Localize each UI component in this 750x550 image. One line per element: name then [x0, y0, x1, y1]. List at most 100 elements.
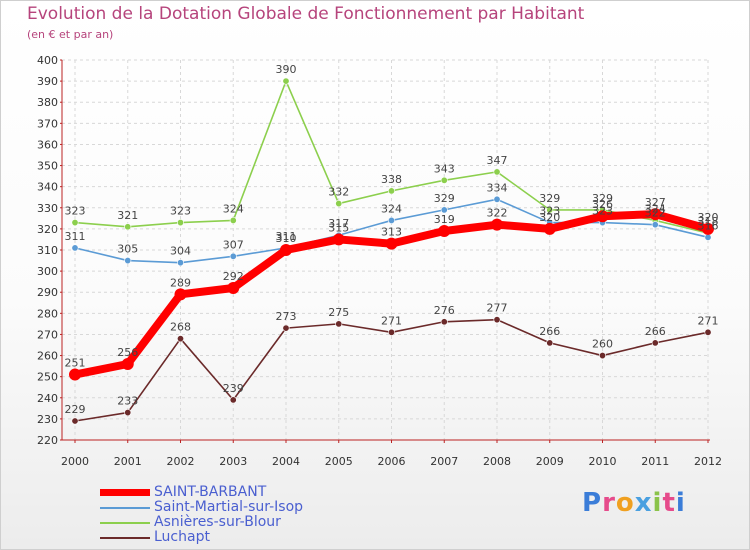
- data-label: 229: [65, 403, 86, 416]
- y-tick-label: 320: [37, 223, 58, 236]
- data-point: [280, 244, 292, 256]
- data-point: [385, 237, 398, 250]
- x-tick-label: 2009: [536, 455, 564, 468]
- logo-letter: P: [582, 488, 603, 518]
- y-tick-label: 330: [37, 202, 58, 215]
- data-point: [229, 216, 237, 224]
- legend-swatch: [100, 537, 150, 539]
- data-point: [440, 176, 448, 184]
- data-label: 316: [698, 219, 719, 232]
- x-tick-label: 2006: [378, 455, 406, 468]
- data-point: [174, 288, 187, 301]
- logo-letter: o: [615, 488, 635, 518]
- data-label: 329: [592, 192, 613, 205]
- x-tick-label: 2001: [114, 455, 142, 468]
- data-label: 317: [328, 217, 349, 230]
- series-layer: [69, 77, 714, 425]
- data-point: [335, 200, 343, 208]
- data-point: [282, 324, 290, 332]
- data-point: [71, 244, 79, 252]
- data-point: [546, 339, 554, 347]
- data-point: [121, 358, 134, 370]
- data-label: 275: [328, 306, 349, 319]
- x-tick-label: 2005: [325, 455, 353, 468]
- data-label: 329: [434, 192, 455, 205]
- data-label: 319: [434, 213, 455, 226]
- data-label: 304: [170, 245, 191, 258]
- data-label: 307: [223, 238, 244, 251]
- data-label: 323: [592, 205, 613, 218]
- x-tick-label: 2002: [167, 455, 195, 468]
- x-tick-label: 2004: [272, 455, 300, 468]
- legend-swatch: [100, 522, 150, 524]
- data-point: [543, 222, 556, 235]
- y-tick-label: 260: [37, 350, 58, 363]
- data-label: 332: [328, 186, 349, 199]
- data-label: 324: [645, 202, 666, 215]
- data-label: 260: [592, 338, 613, 351]
- y-tick-label: 220: [37, 434, 58, 447]
- data-label: 323: [539, 205, 560, 218]
- legend-item-luchapt: Luchapt: [100, 529, 360, 545]
- data-label: 276: [434, 304, 455, 317]
- data-point: [546, 206, 554, 214]
- data-point: [596, 210, 609, 223]
- logo-letter: i: [652, 488, 663, 518]
- data-label: 266: [539, 325, 560, 338]
- data-point: [440, 318, 448, 326]
- data-label: 311: [276, 230, 297, 243]
- data-point: [387, 328, 395, 336]
- data-label: 289: [170, 276, 191, 289]
- data-point: [493, 195, 501, 203]
- data-label: 277: [487, 302, 508, 315]
- data-point: [229, 396, 237, 404]
- data-label: 311: [65, 230, 86, 243]
- data-point: [282, 77, 290, 85]
- axis-layer: 220 230 240 250 260 270 280 290 300 310 320 330 340 3…: [37, 54, 722, 468]
- data-label: 329: [539, 192, 560, 205]
- data-point: [69, 368, 81, 381]
- data-label: 271: [698, 314, 719, 327]
- legend-swatch: [100, 507, 150, 509]
- y-tick-label: 240: [37, 392, 58, 405]
- data-label: 324: [381, 202, 402, 215]
- data-point: [387, 216, 395, 224]
- x-tick-label: 2011: [641, 455, 669, 468]
- y-tick-label: 250: [37, 371, 58, 384]
- data-point: [335, 320, 343, 328]
- data-point: [332, 233, 345, 246]
- data-point: [177, 335, 185, 343]
- data-point: [651, 339, 659, 347]
- data-point: [124, 409, 132, 417]
- x-tick-label: 2003: [219, 455, 247, 468]
- y-tick-label: 280: [37, 307, 58, 320]
- y-tick-label: 340: [37, 181, 58, 194]
- data-label: 315: [328, 221, 349, 234]
- data-point: [124, 257, 132, 265]
- data-point: [493, 316, 501, 324]
- data-label: 338: [381, 173, 402, 186]
- data-label: 323: [170, 205, 191, 218]
- data-label: 327: [645, 196, 666, 209]
- chart-title: Evolution de la Dotation Globale de Fonc…: [27, 4, 585, 24]
- data-label: 334: [487, 181, 508, 194]
- logo-letter: r: [602, 488, 616, 518]
- data-label: 233: [117, 395, 138, 408]
- legend-swatch: [100, 489, 150, 496]
- data-point: [493, 168, 501, 176]
- data-label: 256: [117, 346, 138, 359]
- logo-letter: i: [675, 488, 686, 518]
- x-tick-label: 2007: [430, 455, 458, 468]
- legend-item-asnieres-sur-blour: Asnières-sur-Blour: [100, 514, 360, 530]
- data-label: 326: [592, 198, 613, 211]
- legend-label: Luchapt: [154, 529, 210, 545]
- data-label: 322: [645, 207, 666, 220]
- logo-letter: x: [634, 488, 653, 518]
- data-label: 251: [65, 357, 86, 370]
- proxiti-logo: Proxiti: [582, 488, 686, 518]
- y-tick-label: 390: [37, 75, 58, 88]
- y-tick-label: 310: [37, 244, 58, 257]
- x-tick-label: 2000: [61, 455, 89, 468]
- legend-item-saint-barbant: SAINT-BARBANT: [100, 484, 360, 500]
- x-tick-label: 2012: [694, 455, 722, 468]
